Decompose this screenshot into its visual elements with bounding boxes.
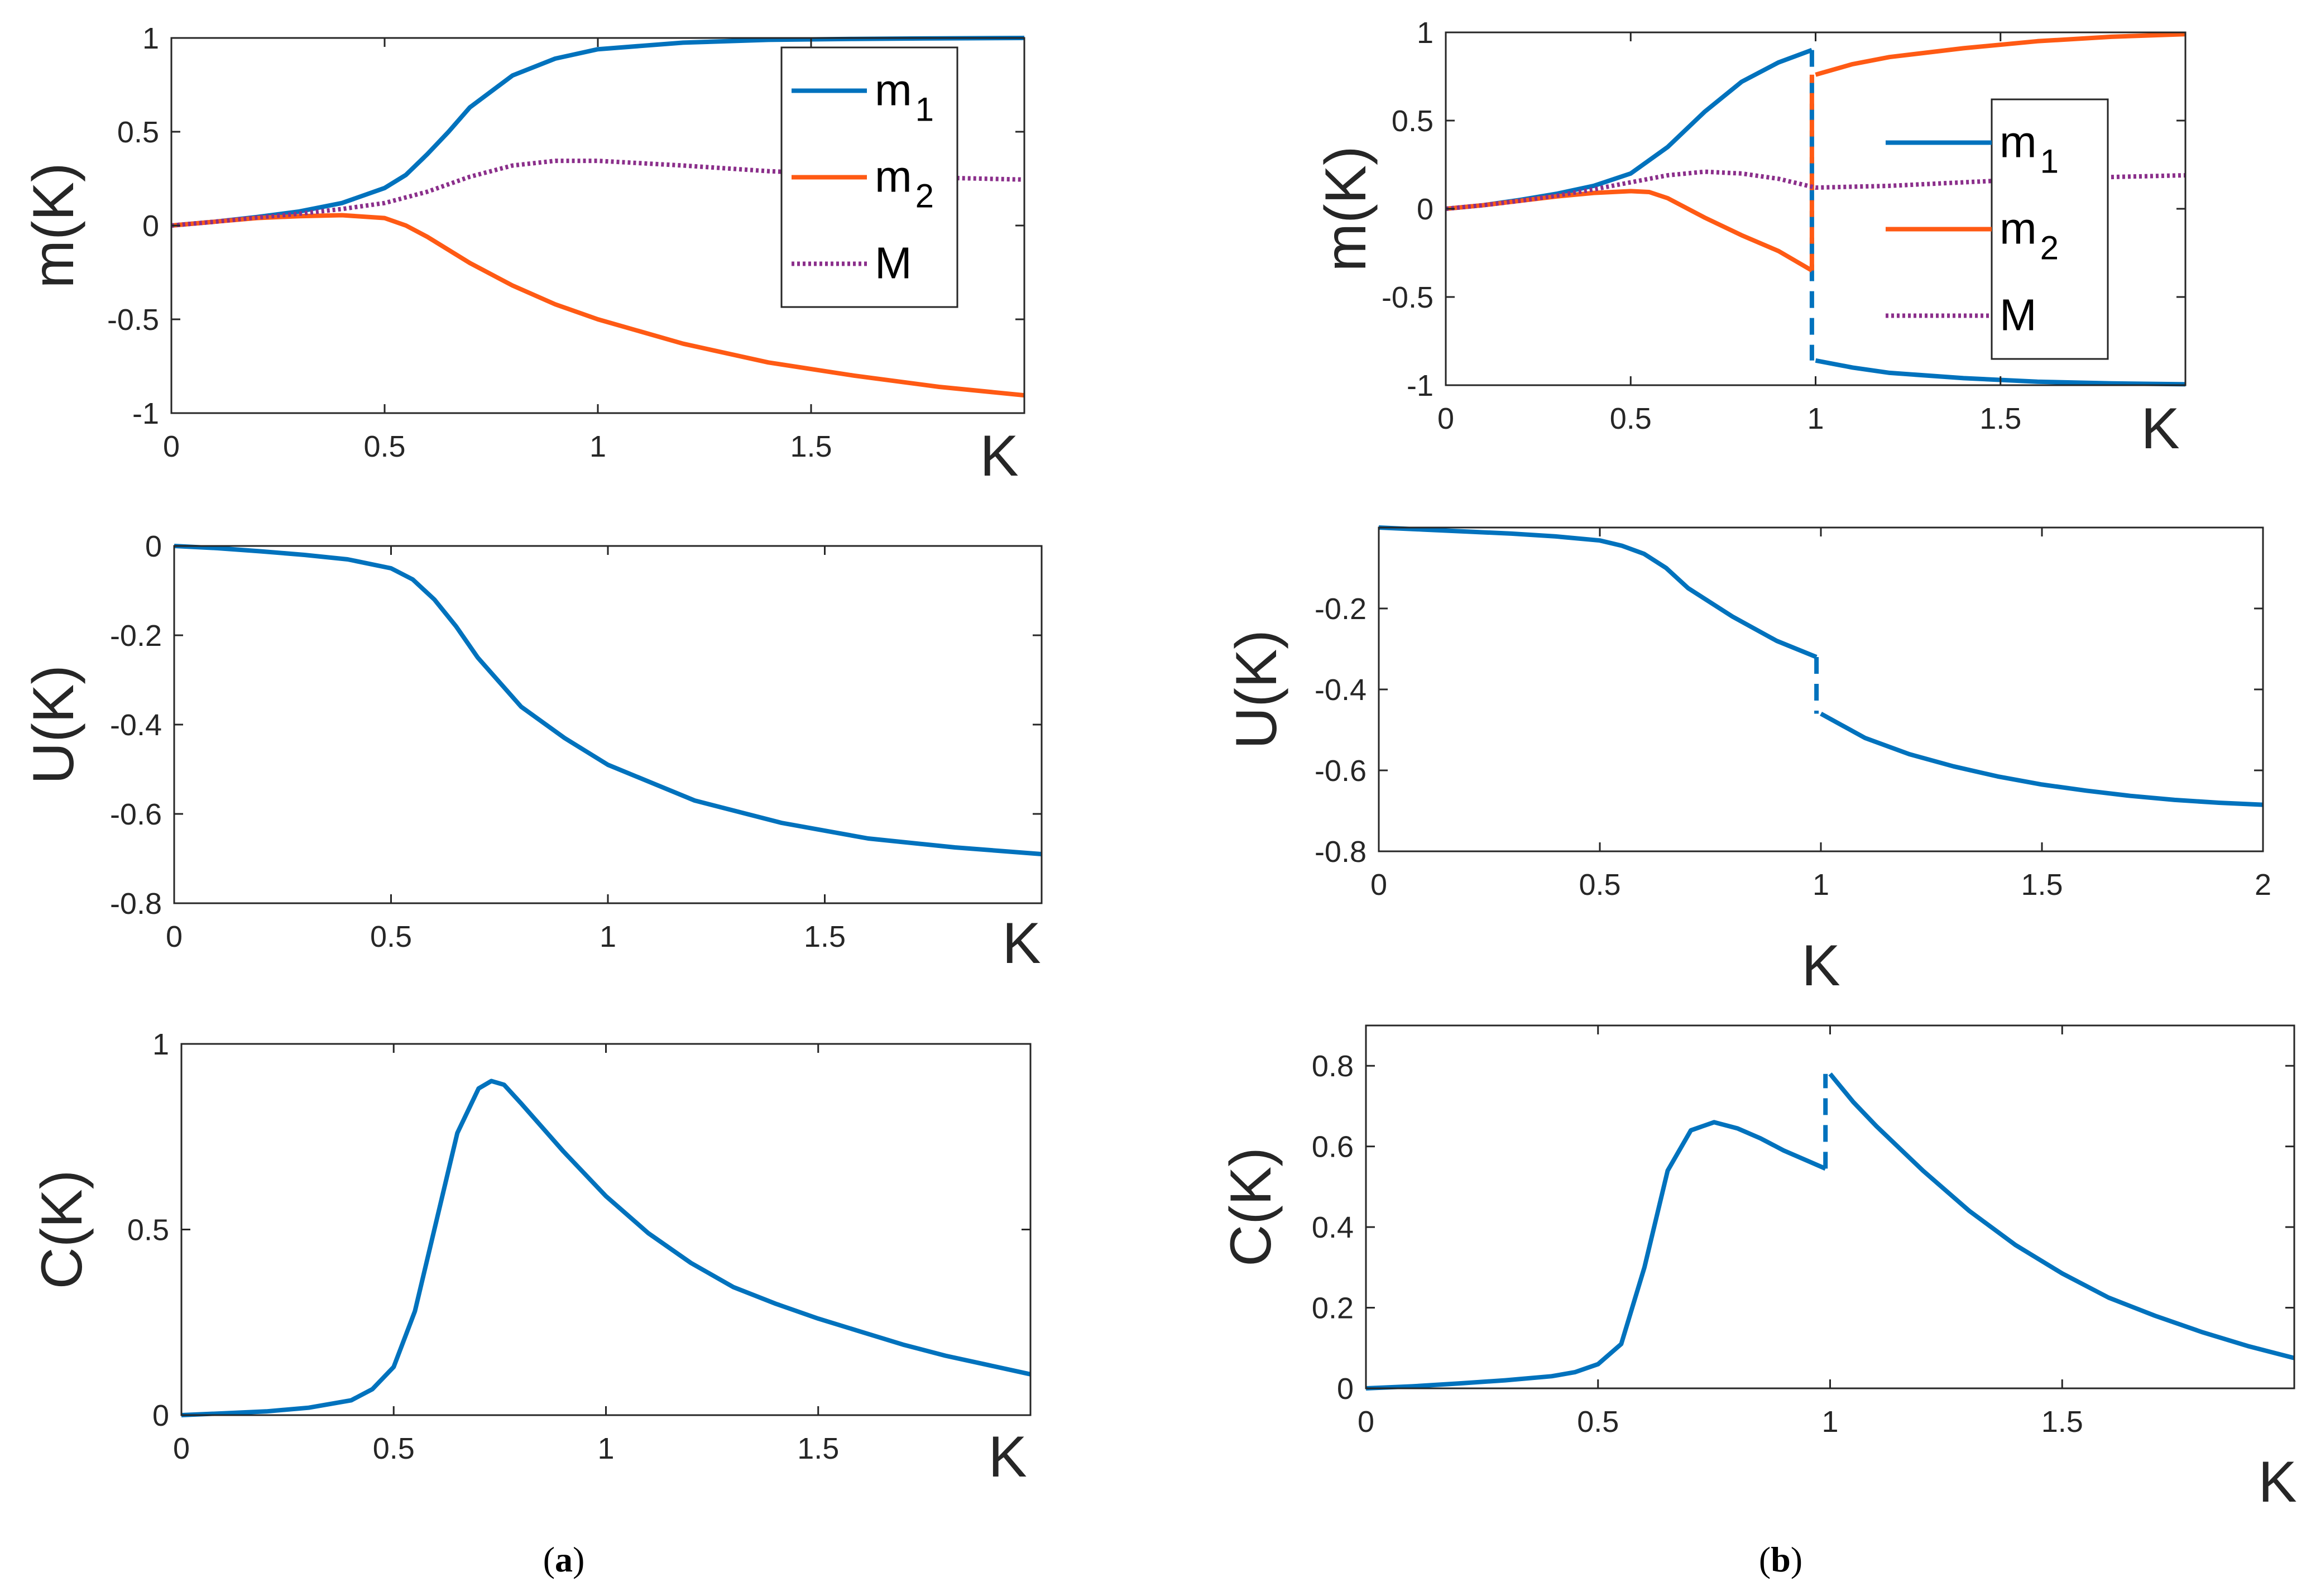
x-axis-label: K	[2258, 1450, 2296, 1514]
legend-label-m: M	[875, 238, 912, 288]
y-tick-label: 1	[1417, 16, 1433, 50]
x-tick-label: 0	[166, 920, 183, 953]
chart-a_m: 0 0.5 1 1.5 1 0.5 0 -0.5 -1 Km(K) m 1 m 2 M	[21, 22, 1025, 488]
y-tick-label: 0.6	[1312, 1130, 1354, 1164]
axes-box	[180, 1043, 1032, 1416]
series-line-m	[171, 159, 1025, 228]
y-tick-label: -0.4	[110, 708, 162, 742]
x-tick-label: 0	[163, 430, 180, 463]
x-axis-label: K	[988, 1425, 1027, 1489]
legend: m 1 m 2 M	[780, 46, 958, 308]
x-tick-label: 0.5	[1610, 402, 1652, 435]
y-tick-label: 0	[1417, 193, 1433, 226]
chart-b_m: 0 0.5 1 1.5 1 0.5 0 -0.5 -1 Km(K) m 1 m 2 M	[1313, 16, 2187, 461]
x-tick-label: 1	[597, 1432, 614, 1465]
series-line-m2	[1445, 189, 1813, 273]
x-tick-label: 1	[600, 920, 616, 953]
legend-box	[1991, 98, 2109, 360]
chart-b_U: 0 0.5 1 1.5 2 -0.2 -0.4 -0.6 -0.8 K U(K)	[1224, 525, 2271, 998]
x-tick-label: 0.5	[370, 920, 412, 953]
axes-box	[173, 545, 1043, 904]
y-tick-label: 1	[142, 22, 159, 55]
x-tick-label: 1	[589, 430, 606, 463]
y-tick-label: -0.6	[110, 798, 162, 831]
x-tick-label: 0.5	[1577, 1405, 1619, 1439]
y-tick-label: 0.5	[117, 116, 159, 149]
y-tick-label: 0.4	[1312, 1211, 1354, 1244]
legend-label-m: M	[2000, 290, 2037, 340]
x-axis-label: K	[1002, 911, 1041, 976]
y-tick-label: -0.8	[1315, 835, 1367, 869]
legend: m 1 m 2 M	[1886, 98, 2109, 360]
y-axis-label: U(K)	[21, 665, 86, 784]
x-tick-label: 1.5	[2021, 868, 2063, 902]
series-line-u	[174, 544, 1042, 856]
y-axis-label: m(K)	[21, 162, 86, 288]
y-axis-label: U(K)	[1224, 630, 1289, 749]
y-tick-label: 0.8	[1312, 1049, 1354, 1083]
y-tick-label: 1	[152, 1028, 169, 1061]
x-tick-label: 1.5	[797, 1432, 839, 1465]
series-line-c	[1828, 1072, 2295, 1360]
chart-a_C: 0 0.5 1 1.5 1 0.5 0 K C(K)	[30, 1028, 1032, 1489]
y-tick-label: -0.5	[107, 303, 159, 337]
y-tick-label: 0	[142, 209, 159, 243]
series-line-m1	[1445, 47, 1813, 211]
chart-b_C: 0 0.5 1 1.5 0.8 0.6 0.4 0.2 0 K C(K)	[1219, 1024, 2297, 1514]
x-axis-label: K	[2141, 396, 2179, 461]
x-tick-label: 0	[1358, 1405, 1374, 1439]
y-tick-label: -0.5	[1382, 281, 1433, 314]
x-tick-label: 1	[1821, 1405, 1838, 1439]
y-tick-label: 0.2	[1312, 1292, 1354, 1325]
x-tick-label: 0.5	[373, 1432, 415, 1465]
y-tick-label: -0.6	[1315, 754, 1367, 788]
x-tick-label: 0.5	[363, 430, 405, 463]
x-tick-label: 0	[1370, 868, 1387, 902]
y-tick-label: -0.4	[1315, 673, 1367, 707]
y-tick-label: 0.5	[127, 1214, 169, 1247]
y-tick-label: 0.5	[1392, 104, 1433, 138]
x-tick-label: 0.5	[1579, 868, 1620, 902]
series-line-c	[181, 1079, 1031, 1417]
x-axis-label: K	[1801, 933, 1840, 998]
y-tick-label: 0	[152, 1399, 169, 1432]
series-line-m2	[1815, 32, 2186, 77]
caption-a: (a)	[543, 1540, 585, 1579]
series-line-m1	[171, 36, 1025, 228]
y-axis-label: m(K)	[1313, 146, 1378, 271]
x-tick-label: 0	[1437, 402, 1454, 435]
axes-box	[1365, 1024, 2295, 1389]
y-axis-label: C(K)	[1219, 1147, 1283, 1267]
x-tick-label: 1	[1813, 868, 1829, 902]
y-axis-label: C(K)	[30, 1170, 94, 1290]
y-tick-label: 0	[1337, 1372, 1354, 1406]
caption-b: (b)	[1759, 1540, 1802, 1579]
x-tick-label: 1.5	[2041, 1405, 2083, 1439]
x-tick-label: 1.5	[790, 430, 832, 463]
axes-box	[1378, 526, 2264, 852]
x-axis-label: K	[980, 424, 1018, 488]
x-tick-label: 0	[173, 1432, 190, 1465]
series-line-u	[1820, 711, 2264, 807]
x-tick-label: 1.5	[804, 920, 846, 953]
x-tick-label: 1	[1807, 402, 1824, 435]
chart-a_U: 0 0.5 1 1.5 0 -0.2 -0.4 -0.6 -0.8 K U(K)	[21, 530, 1043, 976]
y-tick-label: -0.8	[110, 887, 162, 921]
series-line-u	[1378, 525, 1818, 659]
y-tick-label: -1	[1407, 369, 1433, 402]
x-tick-label: 1.5	[1979, 402, 2021, 435]
x-tick-label: 2	[2255, 868, 2271, 902]
y-tick-label: -0.2	[1315, 592, 1367, 626]
y-tick-label: -0.2	[110, 619, 162, 653]
y-tick-label: -1	[132, 397, 159, 430]
y-tick-label: 0	[145, 530, 162, 563]
series-line-m1	[1815, 358, 2186, 387]
series-line-c	[1365, 1120, 1826, 1391]
